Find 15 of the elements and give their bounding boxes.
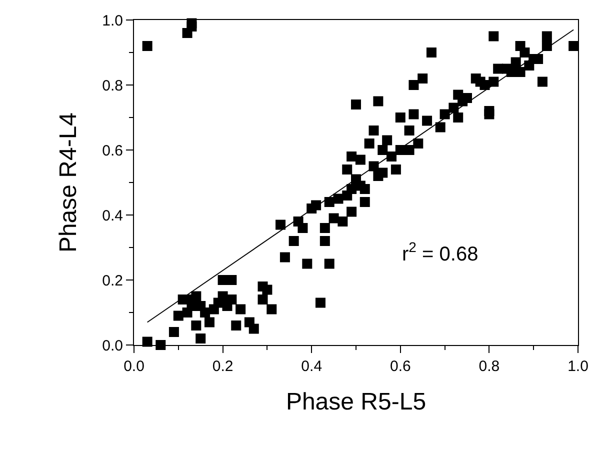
annotation: r$^{2}$ = 0.68 bbox=[402, 239, 478, 266]
x-tick-label: 0.6 bbox=[390, 358, 411, 375]
y-tick-label: 1.0 bbox=[102, 12, 123, 30]
x-tick-label: 0.8 bbox=[478, 358, 500, 375]
x-tick-label: 0.4 bbox=[301, 358, 322, 375]
y-tick-label: 0.6 bbox=[102, 142, 123, 160]
y-tick-label: 0.4 bbox=[102, 207, 123, 224]
x-tick-label: 0.2 bbox=[212, 358, 234, 375]
x-tick-label: 0.0 bbox=[124, 358, 144, 375]
y-tick-label: 0.0 bbox=[102, 337, 123, 354]
y-axis-title: Phase R4-L4 bbox=[55, 112, 82, 253]
x-axis-title: Phase R5-L5 bbox=[286, 388, 426, 416]
y-tick-label: 0.2 bbox=[102, 272, 123, 290]
x-tick-label: 1.0 bbox=[568, 358, 588, 375]
y-tick-label: 0.8 bbox=[102, 77, 123, 94]
